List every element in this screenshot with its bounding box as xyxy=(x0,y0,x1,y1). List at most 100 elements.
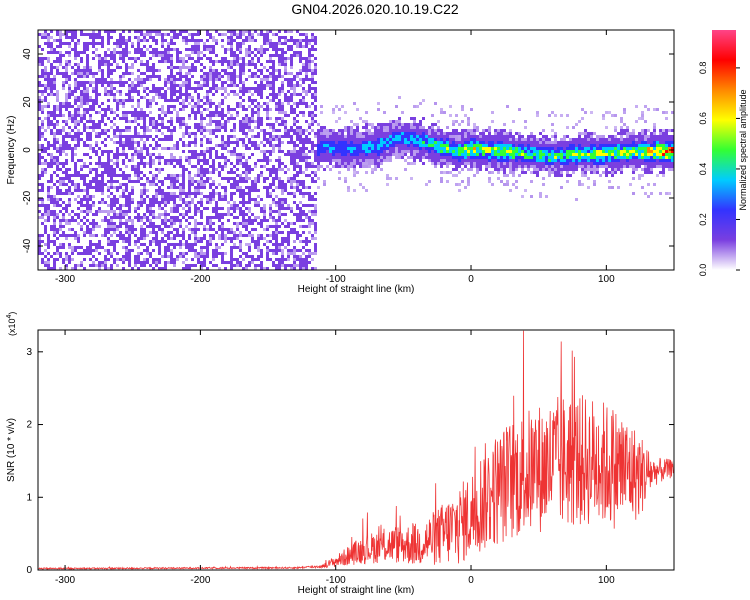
spectrogram-cell xyxy=(137,99,140,102)
spectrogram-cell xyxy=(434,132,437,135)
spectrogram-cell xyxy=(206,195,209,198)
spectrogram-cell xyxy=(275,117,278,120)
spectrogram-cell xyxy=(293,54,296,57)
spectrogram-cell xyxy=(50,129,53,132)
spectrogram-cell xyxy=(293,222,296,225)
spectrogram-cell xyxy=(107,42,110,45)
spectrogram-cell xyxy=(38,159,41,162)
spectrogram-cell xyxy=(245,54,248,57)
spectrogram-cell xyxy=(347,126,350,129)
spectrogram-cell xyxy=(491,111,494,114)
spectrogram-cell xyxy=(83,153,86,156)
spectrogram-cell xyxy=(248,222,251,225)
spectrogram-cell xyxy=(362,120,365,123)
spectrogram-cell xyxy=(332,153,335,156)
spectrogram-cell xyxy=(68,234,71,237)
spectrogram-cell xyxy=(431,144,434,147)
spectrogram-cell xyxy=(158,114,161,117)
spectrogram-cell xyxy=(164,84,167,87)
spectrogram-cell xyxy=(68,168,71,171)
spectrogram-cell xyxy=(440,111,443,114)
spectrogram-cell xyxy=(254,135,257,138)
spectrogram-cell xyxy=(116,207,119,210)
spectrogram-cell xyxy=(203,75,206,78)
spectrogram-cell xyxy=(191,57,194,60)
spectrogram-cell xyxy=(65,219,68,222)
spectrogram-cell xyxy=(38,210,41,213)
spectrogram-cell xyxy=(296,156,299,159)
spectrogram-cell xyxy=(113,87,116,90)
spectrogram-cell xyxy=(107,81,110,84)
spectrogram-cell xyxy=(422,135,425,138)
spectrogram-cell xyxy=(185,252,188,255)
spectrogram-cell xyxy=(44,171,47,174)
spectrogram-cell xyxy=(74,33,77,36)
spectrogram-cell xyxy=(230,33,233,36)
spectrogram-cell xyxy=(89,144,92,147)
spectrogram-cell xyxy=(224,189,227,192)
spectrogram-cell xyxy=(269,216,272,219)
spectrogram-cell xyxy=(224,114,227,117)
spectrogram-cell xyxy=(41,135,44,138)
spectrogram-cell xyxy=(152,258,155,261)
spectrogram-cell xyxy=(272,81,275,84)
spectrogram-cell xyxy=(422,141,425,144)
spectrogram-cell xyxy=(62,102,65,105)
spectrogram-cell xyxy=(128,51,131,54)
spectrogram-cell xyxy=(107,240,110,243)
spectrogram-cell xyxy=(137,135,140,138)
spectrogram-cell xyxy=(83,111,86,114)
spectrogram-cell xyxy=(251,141,254,144)
spectrogram-cell xyxy=(56,174,59,177)
spectrogram-cell xyxy=(218,165,221,168)
spectrogram-cell xyxy=(143,72,146,75)
spectrogram-cell xyxy=(239,66,242,69)
spectrogram-cell xyxy=(395,105,398,108)
spectrogram-cell xyxy=(230,228,233,231)
spectrogram-cell xyxy=(173,195,176,198)
spectrogram-cell xyxy=(173,42,176,45)
spectrogram-cell xyxy=(92,201,95,204)
spectrogram-cell xyxy=(140,216,143,219)
spectrogram-cell xyxy=(41,201,44,204)
spectrogram-cell xyxy=(77,114,80,117)
spectrogram-cell xyxy=(314,81,317,84)
spectrogram-cell xyxy=(80,96,83,99)
spectrogram-cell xyxy=(143,192,146,195)
spectrogram-cell xyxy=(287,240,290,243)
spectrogram-cell xyxy=(338,150,341,153)
spectrogram-cell xyxy=(431,132,434,135)
spectrogram-cell xyxy=(38,135,41,138)
spectrogram-cell xyxy=(116,258,119,261)
spectrogram-cell xyxy=(173,105,176,108)
spectrogram-cell xyxy=(212,255,215,258)
spectrogram-cell xyxy=(221,138,224,141)
spectrogram-cell xyxy=(206,243,209,246)
spectrogram-cell xyxy=(95,90,98,93)
spectrogram-cell xyxy=(131,72,134,75)
spectrogram-cell xyxy=(308,114,311,117)
spectrogram-cell xyxy=(272,189,275,192)
spectrogram-cell xyxy=(428,156,431,159)
spectrogram-cell xyxy=(197,210,200,213)
spectrogram-cell xyxy=(116,150,119,153)
spectrogram-cell xyxy=(407,135,410,138)
spectrogram-cell xyxy=(104,150,107,153)
spectrogram-cell xyxy=(182,84,185,87)
spectrogram-cell xyxy=(149,225,152,228)
spectrogram-cell xyxy=(302,81,305,84)
spectrogram-cell xyxy=(71,219,74,222)
spectrogram-cell xyxy=(485,135,488,138)
spectrogram-cell xyxy=(44,219,47,222)
spectrogram-cell xyxy=(176,186,179,189)
spectrogram-cell xyxy=(320,129,323,132)
spectrogram-cell xyxy=(80,204,83,207)
spectrogram-cell xyxy=(203,54,206,57)
spectrogram-cell xyxy=(215,255,218,258)
spectrogram-cell xyxy=(80,93,83,96)
spectrogram-cell xyxy=(50,177,53,180)
spectrogram-cell xyxy=(194,48,197,51)
spectrogram-cell xyxy=(308,162,311,165)
spectrogram-cell xyxy=(386,159,389,162)
spectrogram-cell xyxy=(89,105,92,108)
